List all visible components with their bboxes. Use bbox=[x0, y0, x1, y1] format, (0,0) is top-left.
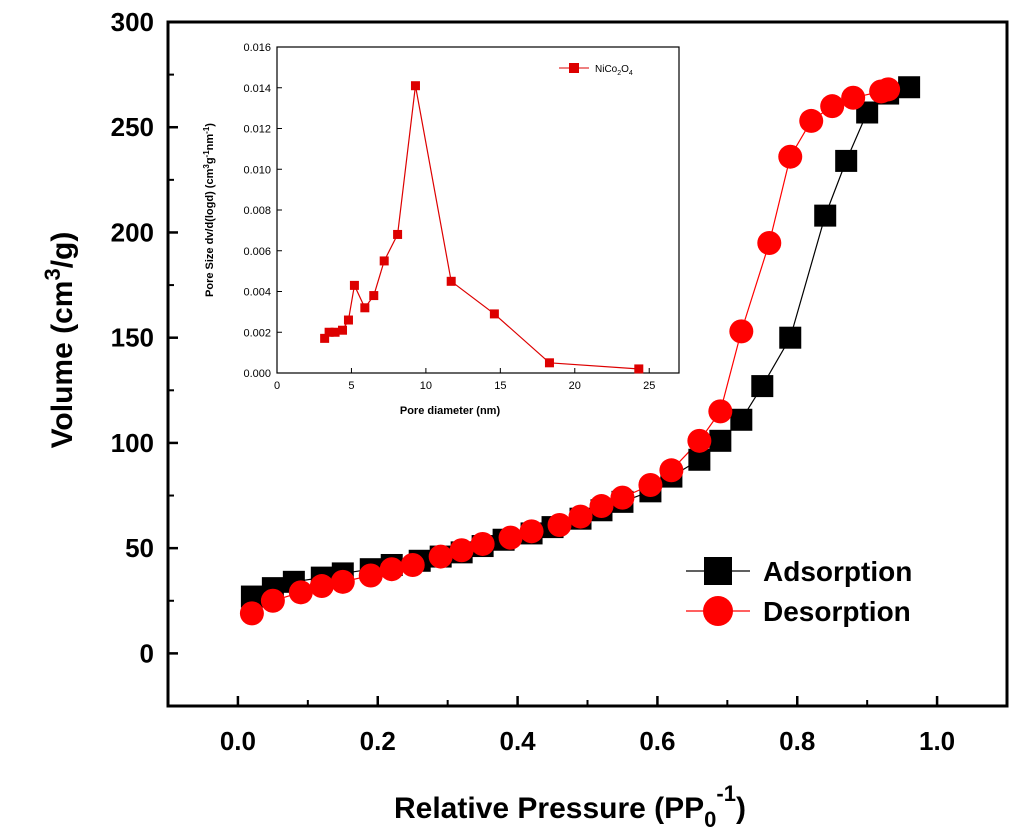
desorption-point bbox=[309, 574, 334, 599]
inset-x-tick-label: 20 bbox=[569, 380, 581, 392]
inset-point bbox=[320, 333, 330, 343]
inset-x-tick-label: 5 bbox=[348, 380, 354, 392]
adsorption-point bbox=[779, 326, 802, 349]
inset-point bbox=[410, 81, 420, 91]
adsorption-point bbox=[730, 408, 753, 431]
inset-y-tick-label: 0.000 bbox=[243, 368, 271, 380]
desorption-point bbox=[589, 494, 614, 519]
inset-ticks: 0 5 10 15 20 25 0.000 0.002 0.004 0.006 0.008 0.010… bbox=[243, 42, 655, 392]
inset-point bbox=[360, 303, 370, 313]
legend-desorption-label: Desorption bbox=[763, 596, 911, 627]
adsorption-point bbox=[709, 429, 732, 452]
desorption-point bbox=[358, 563, 383, 588]
inset-point bbox=[446, 276, 456, 286]
inset-x-tick-label: 25 bbox=[643, 380, 655, 392]
adsorption-point bbox=[751, 375, 774, 398]
inset-y-tick-label: 0.012 bbox=[243, 124, 271, 136]
inset-point bbox=[330, 327, 340, 337]
desorption-point bbox=[547, 513, 572, 538]
inset-point bbox=[343, 315, 353, 325]
desorption-point bbox=[519, 519, 544, 544]
inset-y-tick-label: 0.008 bbox=[243, 205, 271, 217]
inset-point bbox=[379, 256, 389, 266]
inset-y-tick-label: 0.016 bbox=[243, 42, 271, 54]
inset-point bbox=[393, 229, 403, 239]
inset-x-tick-label: 0 bbox=[274, 380, 280, 392]
desorption-point bbox=[687, 428, 712, 453]
inset-y-axis-title: Pore Size dv/d(logd) (cm3g-1nm-1) bbox=[202, 123, 216, 297]
y-tick-label: 200 bbox=[111, 217, 154, 247]
adsorption-point bbox=[688, 448, 711, 471]
y-tick-label: 50 bbox=[125, 533, 154, 563]
main-legend: Adsorption Desorption bbox=[686, 556, 912, 627]
inset-point bbox=[634, 364, 644, 374]
inset-point bbox=[349, 280, 359, 290]
inset-y-tick-label: 0.006 bbox=[243, 246, 271, 258]
inset-legend-marker bbox=[569, 63, 579, 73]
desorption-point bbox=[379, 557, 404, 582]
adsorption-point bbox=[240, 585, 263, 608]
desorption-point bbox=[400, 552, 425, 577]
desorption-point bbox=[449, 538, 474, 563]
adsorption-point bbox=[814, 204, 837, 227]
desorption-point bbox=[876, 77, 901, 102]
desorption-point bbox=[239, 601, 264, 626]
inset-y-tick-label: 0.004 bbox=[243, 287, 271, 299]
x-tick-label: 0.6 bbox=[639, 726, 675, 756]
x-tick-label: 0.2 bbox=[360, 726, 396, 756]
desorption-point bbox=[288, 580, 313, 605]
inset-point bbox=[369, 291, 379, 301]
desorption-point bbox=[820, 94, 845, 119]
y-tick-label: 250 bbox=[111, 112, 154, 142]
desorption-point bbox=[498, 525, 523, 550]
main-series-marks bbox=[239, 76, 921, 626]
inset-x-tick-label: 10 bbox=[420, 380, 432, 392]
desorption-point bbox=[659, 458, 684, 483]
desorption-point bbox=[330, 569, 355, 594]
inset-point bbox=[544, 358, 554, 368]
inset-y-tick-label: 0.010 bbox=[243, 164, 271, 176]
y-tick-label: 100 bbox=[111, 428, 154, 458]
desorption-point bbox=[260, 588, 285, 613]
desorption-point bbox=[778, 144, 803, 169]
desorption-point bbox=[841, 85, 866, 110]
x-tick-label: 0.4 bbox=[500, 726, 537, 756]
inset-legend: NiCo2O4 bbox=[559, 63, 633, 77]
desorption-point bbox=[470, 531, 495, 556]
inset-point bbox=[324, 327, 334, 337]
inset-background bbox=[277, 47, 679, 373]
inset-legend-label: NiCo2O4 bbox=[595, 64, 633, 77]
inset-x-axis-title: Pore diameter (nm) bbox=[400, 405, 501, 417]
inset-series-marks bbox=[320, 81, 644, 374]
y-tick-label: 0 bbox=[140, 638, 154, 668]
desorption-point bbox=[729, 319, 754, 344]
x-tick-label: 1.0 bbox=[919, 726, 955, 756]
desorption-point bbox=[610, 485, 635, 510]
desorption-point bbox=[757, 230, 782, 255]
inset-point bbox=[338, 325, 348, 335]
inset-point bbox=[489, 309, 499, 319]
y-tick-label: 300 bbox=[111, 7, 154, 37]
legend-adsorption-marker bbox=[704, 557, 732, 585]
x-tick-label: 0.8 bbox=[779, 726, 815, 756]
legend-adsorption-label: Adsorption bbox=[763, 556, 912, 587]
main-y-axis-title: Volume (cm3/g) bbox=[40, 232, 79, 449]
adsorption-point bbox=[835, 149, 858, 172]
main-x-axis-title: Relative Pressure (PP0-1) bbox=[394, 781, 746, 832]
legend-desorption-marker bbox=[703, 596, 733, 626]
desorption-point bbox=[568, 504, 593, 529]
inset-x-tick-label: 15 bbox=[494, 380, 506, 392]
desorption-point bbox=[708, 399, 733, 424]
y-tick-label: 150 bbox=[111, 323, 154, 353]
x-tick-label: 0.0 bbox=[220, 726, 256, 756]
desorption-point bbox=[428, 544, 453, 569]
inset-y-tick-label: 0.014 bbox=[243, 83, 271, 95]
adsorption-point bbox=[898, 76, 921, 99]
inset-y-tick-label: 0.002 bbox=[243, 327, 271, 339]
desorption-point bbox=[799, 108, 824, 133]
desorption-point bbox=[638, 473, 663, 498]
adsorption-point bbox=[856, 101, 879, 124]
